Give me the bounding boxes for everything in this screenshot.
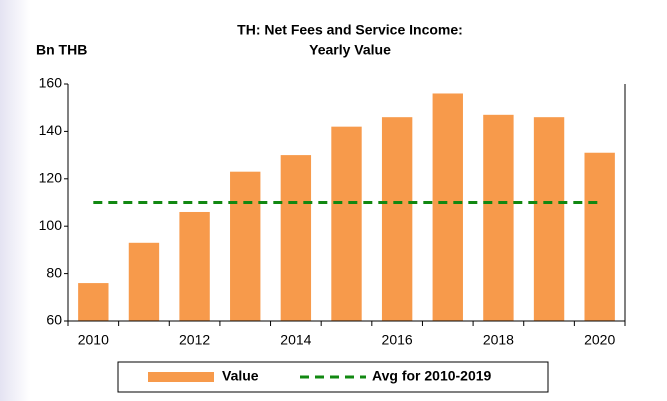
x-tick-label: 2018 — [483, 332, 514, 348]
y-tick-label: 140 — [39, 122, 63, 138]
y-tick-label: 120 — [39, 170, 63, 186]
legend-label: Value — [222, 368, 259, 384]
x-tick-label: 2014 — [280, 332, 311, 348]
bar — [381, 117, 413, 322]
y-tick-label: 100 — [39, 217, 63, 233]
x-tick-label: 2016 — [382, 332, 413, 348]
bar — [179, 211, 210, 321]
bar — [483, 114, 514, 321]
bar — [280, 155, 312, 321]
y-axis-label: Bn THB — [36, 42, 87, 58]
bar — [533, 117, 565, 322]
background-strip — [0, 0, 30, 401]
x-tick-label: 2020 — [584, 332, 615, 348]
chart-title: Yearly Value — [309, 42, 391, 58]
legend-label: Avg for 2010-2019 — [372, 368, 492, 384]
bar — [432, 93, 463, 321]
bar — [331, 126, 362, 321]
bar — [230, 171, 261, 321]
y-tick-label: 60 — [46, 312, 62, 328]
y-tick-label: 160 — [39, 75, 63, 91]
x-tick-label: 2012 — [179, 332, 210, 348]
bar — [78, 283, 109, 321]
chart-title: TH: Net Fees and Service Income: — [237, 22, 463, 38]
y-tick-label: 80 — [46, 264, 62, 280]
x-tick-label: 2010 — [78, 332, 109, 348]
legend-swatch — [148, 372, 214, 382]
bar — [128, 242, 160, 321]
bar — [584, 152, 615, 321]
